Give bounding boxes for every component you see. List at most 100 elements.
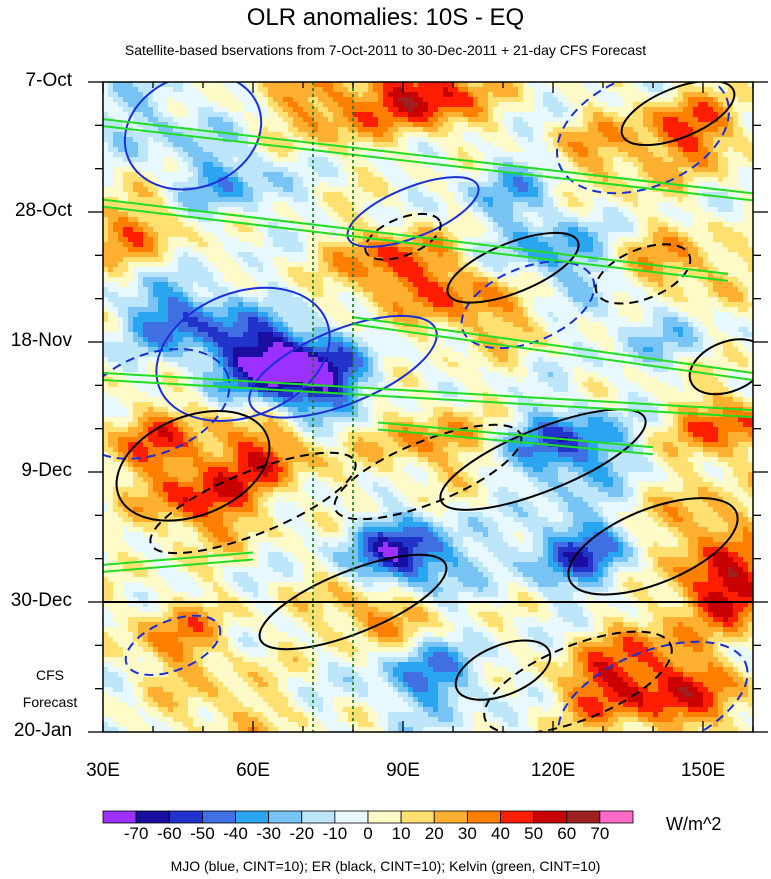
heat-cell	[133, 102, 139, 108]
heat-cell	[543, 182, 549, 188]
heat-cell	[453, 152, 459, 158]
heat-cell	[238, 187, 244, 193]
heat-cell	[573, 162, 579, 168]
heat-cell	[358, 207, 364, 213]
heat-cell	[363, 252, 369, 258]
heat-cell	[123, 202, 129, 208]
heat-cell	[398, 92, 404, 98]
heat-cell	[283, 222, 289, 228]
heat-cell	[738, 227, 744, 233]
heat-cell	[528, 257, 534, 263]
heat-cell	[583, 212, 589, 218]
heat-cell	[408, 267, 414, 273]
heat-cell	[258, 82, 264, 88]
heat-cell	[248, 87, 254, 93]
heat-cell	[598, 82, 604, 88]
heat-cell	[418, 167, 424, 173]
heat-cell	[498, 207, 504, 213]
heat-cell	[233, 112, 239, 118]
heat-cell	[138, 207, 144, 213]
heat-cell	[103, 112, 109, 118]
heat-cell	[693, 202, 699, 208]
heat-cell	[173, 92, 179, 98]
heat-cell	[148, 197, 154, 203]
heat-cell	[438, 212, 444, 218]
heat-cell	[368, 272, 374, 278]
heat-cell	[578, 202, 584, 208]
heat-cell	[273, 82, 279, 88]
heat-cell	[733, 247, 739, 253]
heat-cell	[328, 102, 334, 108]
heat-cell	[343, 162, 349, 168]
heat-cell	[608, 162, 614, 168]
heat-cell	[648, 127, 654, 133]
heat-cell	[463, 172, 469, 178]
heat-cell	[733, 162, 739, 168]
heat-cell	[543, 202, 549, 208]
heat-cell	[218, 157, 224, 163]
heat-cell	[548, 172, 554, 178]
heat-cell	[388, 167, 394, 173]
heat-cell	[573, 167, 579, 173]
heat-cell	[648, 247, 654, 253]
heat-cell	[373, 272, 379, 278]
heat-cell	[638, 107, 644, 113]
heat-cell	[343, 132, 349, 138]
heat-cell	[588, 232, 594, 238]
heat-cell	[188, 107, 194, 113]
heat-cell	[213, 112, 219, 118]
heat-cell	[363, 132, 369, 138]
heat-cell	[553, 122, 559, 128]
heat-cell	[283, 242, 289, 248]
heat-cell	[523, 87, 529, 93]
heat-cell	[358, 202, 364, 208]
heat-cell	[613, 157, 619, 163]
heat-cell	[143, 137, 149, 143]
heat-cell	[313, 242, 319, 248]
heat-cell	[398, 87, 404, 93]
heat-cell	[393, 97, 399, 103]
heat-cell	[218, 272, 224, 278]
heat-cell	[168, 202, 174, 208]
heat-cell	[658, 167, 664, 173]
heat-cell	[313, 257, 319, 263]
heat-cell	[693, 257, 699, 263]
heat-cell	[188, 82, 194, 88]
heat-cell	[283, 247, 289, 253]
heat-cell	[323, 147, 329, 153]
heat-cell	[223, 257, 229, 263]
heat-cell	[348, 82, 354, 88]
heat-cell	[428, 132, 434, 138]
heat-cell	[473, 167, 479, 173]
heat-cell	[613, 227, 619, 233]
heat-cell	[423, 237, 429, 243]
heat-cell	[308, 237, 314, 243]
heat-cell	[518, 252, 524, 258]
heat-cell	[193, 177, 199, 183]
heat-cell	[548, 202, 554, 208]
heat-cell	[283, 117, 289, 123]
heat-cell	[123, 257, 129, 263]
heat-cell	[458, 207, 464, 213]
heat-cell	[128, 87, 134, 93]
heat-cell	[188, 237, 194, 243]
heat-cell	[418, 252, 424, 258]
heat-cell	[593, 212, 599, 218]
heat-cell	[448, 122, 454, 128]
heat-cell	[658, 117, 664, 123]
heat-cell	[248, 122, 254, 128]
heat-cell	[353, 122, 359, 128]
heat-cell	[203, 162, 209, 168]
heat-cell	[298, 207, 304, 213]
heat-cell	[198, 162, 204, 168]
heat-cell	[163, 267, 169, 273]
heat-cell	[388, 177, 394, 183]
heat-cell	[278, 82, 284, 88]
heat-cell	[473, 202, 479, 208]
heat-cell	[613, 102, 619, 108]
heat-cell	[313, 197, 319, 203]
heat-cell	[538, 197, 544, 203]
heat-cell	[228, 252, 234, 258]
heat-cell	[743, 107, 749, 113]
heat-cell	[218, 197, 224, 203]
